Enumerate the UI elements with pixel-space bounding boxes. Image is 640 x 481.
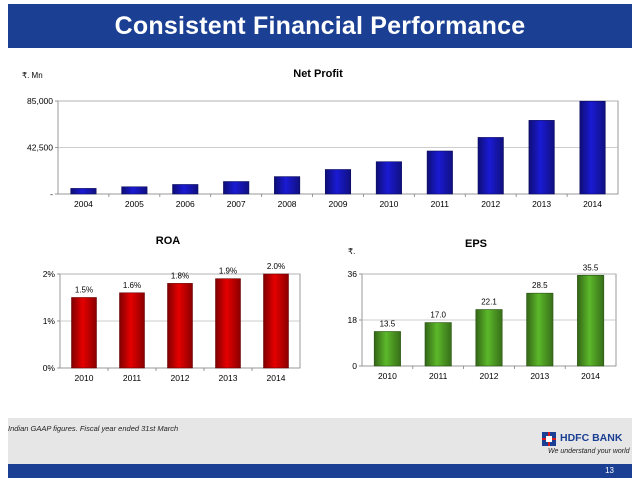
x-tick-label: 2012	[481, 199, 500, 209]
data-label: 1.9%	[219, 267, 237, 276]
footer: Indian GAAP figures. Fiscal year ended 3…	[8, 418, 632, 464]
data-label: 2.0%	[267, 262, 285, 271]
data-label: 17.0	[430, 311, 446, 320]
bar	[373, 331, 401, 367]
x-tick-label: 2006	[176, 199, 195, 209]
x-tick-label: 2009	[329, 199, 348, 209]
bar	[579, 100, 606, 195]
title-bar: Consistent Financial Performance	[8, 4, 632, 48]
x-tick-label: 2007	[227, 199, 246, 209]
y-tick-label: 1%	[43, 316, 56, 326]
x-tick-label: 2010	[378, 371, 397, 381]
bar	[477, 137, 504, 195]
net-profit-chart: Net Profit ₹. Mn - 42,500 85,000 2004 2005 2006…	[8, 58, 632, 220]
page-number: 13	[605, 466, 614, 475]
y-tick-label: 2%	[43, 269, 56, 279]
data-label: 13.5	[380, 320, 396, 329]
x-tick-label: 2008	[278, 199, 297, 209]
bar	[119, 292, 145, 369]
y-tick-label: 0%	[43, 363, 56, 373]
x-tick-label: 2014	[583, 199, 602, 209]
bar	[526, 292, 554, 367]
bar	[426, 150, 453, 195]
data-label: 1.6%	[123, 281, 141, 290]
y-tick-label: 36	[348, 269, 358, 279]
data-label: 22.1	[481, 298, 497, 307]
chart-title: Net Profit	[293, 68, 343, 80]
y-tick-label: 0	[352, 361, 357, 371]
bar	[71, 297, 97, 369]
y-tick-label: 18	[348, 315, 358, 325]
x-tick-label: 2012	[171, 373, 190, 383]
bar	[424, 322, 452, 367]
chart-title: ROA	[156, 235, 181, 247]
bar	[528, 120, 555, 195]
bar	[215, 278, 241, 369]
bar	[172, 184, 199, 195]
bar	[274, 176, 301, 195]
roa-chart: ROA 0% 1% 2% 2010 1.5% 2011 1.6% 2012 1.8% 2013 1.9…	[8, 232, 314, 392]
x-tick-label: 2010	[75, 373, 94, 383]
x-tick-label: 2014	[581, 371, 600, 381]
brand-tagline: We understand your world	[548, 448, 630, 455]
x-tick-label: 2013	[532, 199, 551, 209]
data-label: 35.5	[583, 263, 599, 272]
data-label: 1.5%	[75, 286, 93, 295]
unit-label: ₹. Mn	[22, 71, 43, 80]
x-tick-label: 2012	[480, 371, 499, 381]
x-tick-label: 2011	[431, 199, 450, 209]
data-label: 28.5	[532, 281, 548, 290]
bar	[167, 283, 193, 369]
x-tick-label: 2011	[123, 373, 142, 383]
footnote: Indian GAAP figures. Fiscal year ended 3…	[8, 424, 179, 433]
chart-title: EPS	[465, 238, 487, 250]
x-tick-label: 2010	[379, 199, 398, 209]
x-tick-label: 2013	[530, 371, 549, 381]
hdfc-logo: HDFC BANK We understand your world	[542, 432, 632, 458]
hdfc-logo-icon	[542, 432, 556, 446]
bar	[223, 181, 250, 195]
x-tick-label: 2013	[219, 373, 238, 383]
x-tick-label: 2014	[267, 373, 286, 383]
y-tick-label: 85,000	[27, 96, 53, 106]
brand-name: HDFC BANK	[560, 432, 623, 444]
y-tick-label: -	[50, 189, 53, 199]
page-title: Consistent Financial Performance	[114, 11, 526, 40]
bar	[375, 161, 402, 195]
bar	[577, 274, 605, 367]
data-label: 1.8%	[171, 271, 189, 280]
unit-label: ₹.	[348, 247, 355, 256]
x-tick-label: 2005	[125, 199, 144, 209]
bar	[70, 188, 97, 195]
eps-chart: EPS ₹. 0 18 36 2010 13.5 2011 17.0 2012 22.1 2013 28…	[326, 232, 632, 392]
x-tick-label: 2011	[429, 371, 448, 381]
bar	[324, 169, 352, 195]
y-tick-label: 42,500	[27, 143, 53, 153]
bar	[475, 309, 503, 367]
x-tick-label: 2004	[74, 199, 93, 209]
bottom-bar: 13	[8, 464, 632, 478]
bar	[263, 273, 289, 369]
bar	[121, 186, 148, 195]
